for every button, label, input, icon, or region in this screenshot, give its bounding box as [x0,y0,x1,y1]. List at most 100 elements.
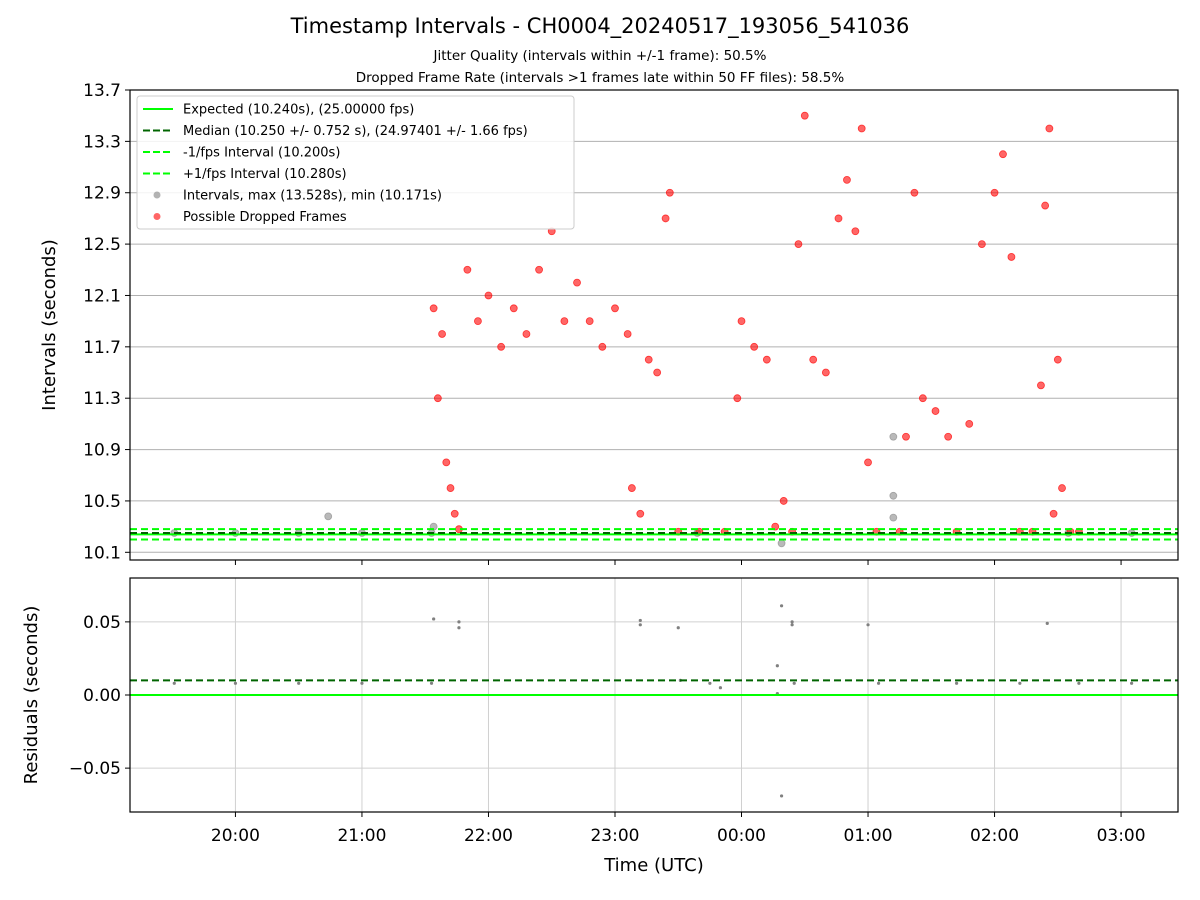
xtick-label-6: 02:00 [970,826,1019,846]
xtick-label-1: 21:00 [337,826,386,846]
dropped-frame-point-3 [442,458,451,467]
top-ytick-label-7: 12.9 [83,184,121,204]
residual-point-20 [792,681,796,685]
dropped-frame-point-54 [965,419,974,428]
residual-point-2 [297,681,301,685]
residual-point-7 [457,626,461,630]
dropped-frame-point-35 [779,497,788,505]
xtick-label-5: 01:00 [844,826,893,846]
legend-label-3: +1/fps Interval (10.280s) [183,167,347,182]
dropped-frame-point-55 [977,240,986,248]
xtick-label-7: 03:00 [1097,826,1146,846]
residual-point-24 [1018,681,1022,685]
dropped-frame-point-5 [450,509,459,518]
chart-subtitle-jitter: Jitter Quality (intervals within +/-1 fr… [433,48,767,64]
residual-point-27 [1130,681,1134,685]
residual-point-22 [876,681,881,685]
residual-point-0 [172,681,176,685]
dropped-frame-point-66 [1058,484,1066,492]
bottom-ytick-label-0: −0.05 [69,759,121,779]
legend-label-1: Median (10.250 +/- 0.752 s), (24.97401 +… [183,124,528,139]
dropped-frame-point-18 [598,342,607,351]
top-ytick-label-2: 10.9 [83,441,121,461]
dropped-frame-point-1 [433,394,442,403]
dropped-frame-point-2 [438,330,446,338]
dropped-frame-point-20 [623,330,632,338]
dropped-frame-point-42 [843,175,851,184]
residual-point-18 [790,620,794,624]
interval-point-9 [889,491,898,500]
dropped-frame-point-13 [535,265,543,274]
dropped-frame-point-4 [446,484,455,492]
dropped-frame-point-33 [762,355,771,364]
residual-point-14 [775,664,779,668]
residual-point-10 [676,626,680,630]
dropped-frame-point-38 [800,111,809,120]
dropped-frame-point-63 [1045,124,1054,133]
dropped-frame-point-43 [851,227,860,236]
dropped-frame-point-25 [661,214,670,223]
dropped-frame-point-19 [611,304,619,313]
residual-point-25 [1045,621,1049,625]
legend-swatch-5 [153,213,161,220]
dropped-frame-point-64 [1049,509,1058,518]
legend-label-0: Expected (10.240s), (25.00000 fps) [183,103,414,118]
residual-point-13 [718,686,723,690]
interval-point-3 [324,512,333,521]
bottom-reference-lines [130,679,1178,696]
legend-label-4: Intervals, max (13.528s), min (10.171s) [183,189,442,204]
dropped-frame-point-49 [910,188,919,197]
dropped-frame-point-12 [522,330,531,338]
chart-title: Timestamp Intervals - CH0004_20240517_19… [290,14,910,38]
top-ytick-label-0: 10.1 [83,543,121,563]
dropped-frame-point-51 [931,407,940,415]
legend-swatch-4 [153,191,161,199]
dropped-frame-point-17 [585,317,594,326]
dropped-frame-point-0 [429,304,438,313]
residual-point-21 [866,623,870,627]
xtick-label-0: 20:00 [211,826,260,846]
dropped-frame-point-58 [1007,253,1016,261]
legend-box [136,95,575,230]
residual-point-16 [779,604,784,608]
dropped-frame-point-56 [990,188,999,197]
legend: Expected (10.240s), (25.00000 fps) Median… [136,95,575,230]
dropped-frame-point-48 [902,432,910,441]
dropped-frame-point-15 [560,317,569,326]
dropped-frame-point-30 [733,394,742,403]
xtick-label-2: 22:00 [464,826,513,846]
top-ytick-label-9: 13.7 [83,81,121,101]
dropped-frame-point-39 [809,355,818,364]
residual-point-12 [708,681,712,685]
residual-point-19 [790,623,794,627]
dropped-frame-point-61 [1037,381,1045,390]
dropped-frame-point-9 [484,291,493,300]
top-ytick-label-8: 13.3 [83,132,121,152]
dropped-frame-point-31 [737,317,746,326]
dropped-frame-point-65 [1053,355,1062,364]
interval-point-8 [777,539,786,548]
xtick-label-3: 23:00 [590,826,639,846]
dropped-frame-point-62 [1041,201,1050,210]
chart-subtitle-dropped: Dropped Frame Rate (intervals >1 frames … [355,70,845,86]
residual-point-6 [457,620,461,624]
x-axis-label: Time (UTC) [603,855,704,876]
top-ytick-label-5: 12.1 [83,286,121,306]
dropped-frame-point-45 [864,458,872,467]
top-plot-frame [129,89,1179,561]
axes: 10.1 10.5 10.9 11.3 11.7 12.1 12.5 12.9 13.3 13.7… [21,81,1179,876]
bottom-ytick-label-2: 0.05 [83,613,121,633]
top-ytick-label-6: 12.5 [83,235,121,255]
dropped-frame-point-32 [750,342,759,351]
bottom-y-axis-label: Residuals (seconds) [21,606,42,785]
interval-point-10 [889,513,898,522]
dropped-frame-point-52 [944,432,953,441]
residual-point-9 [638,623,642,627]
legend-label-2: -1/fps Interval (10.200s) [183,146,340,161]
dropped-frame-point-26 [665,188,674,197]
xtick-label-4: 00:00 [717,826,766,846]
dropped-frame-point-11 [509,304,518,313]
top-reference-lines [130,528,1178,541]
dropped-frame-point-23 [644,355,653,364]
